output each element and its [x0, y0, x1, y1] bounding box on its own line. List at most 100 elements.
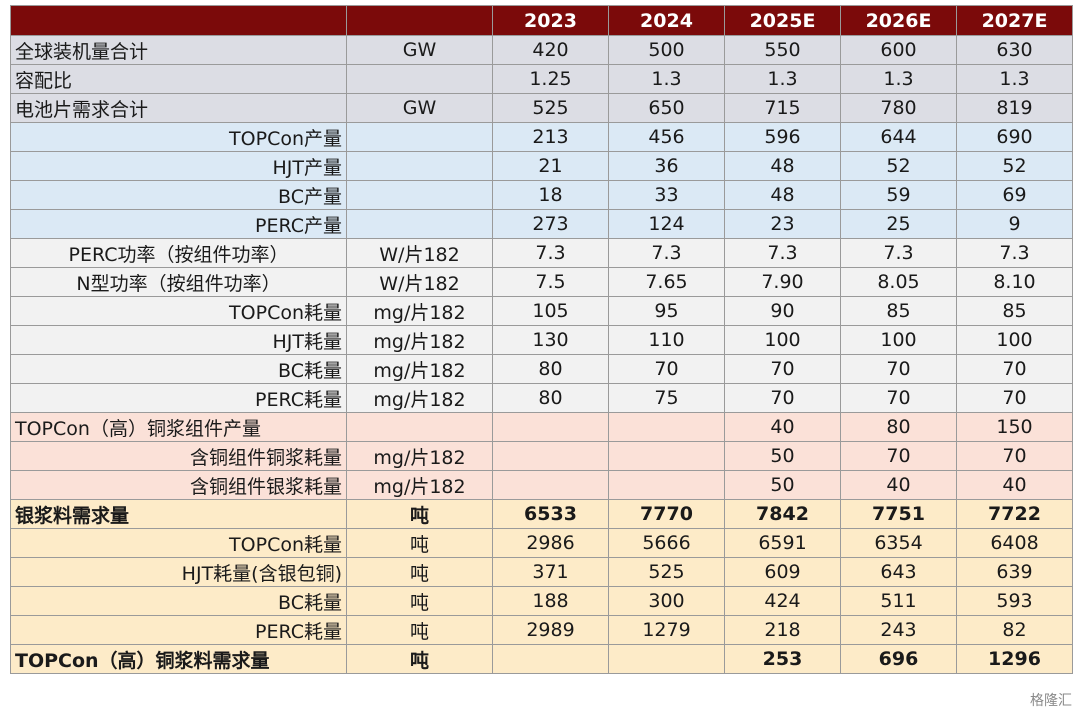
- header-year-cell: 2026E: [840, 5, 957, 36]
- value-cell: 609: [724, 557, 841, 587]
- value-cell: 593: [956, 586, 1073, 616]
- table-row: 银浆料需求量吨 6533 7770 7842 7751 7722: [10, 499, 1073, 529]
- value-cell: [492, 470, 609, 500]
- value-cell: 7.3: [956, 238, 1073, 268]
- value-cell: 696: [840, 644, 957, 674]
- value-cell: 100: [724, 325, 841, 355]
- value-cell: 70: [724, 354, 841, 384]
- value-cell: 8.05: [840, 267, 957, 297]
- row-unit: [346, 209, 493, 239]
- value-cell: 550: [724, 35, 841, 65]
- row-label: PERC产量: [10, 209, 347, 239]
- row-label: BC产量: [10, 180, 347, 210]
- value-cell: 110: [608, 325, 725, 355]
- table-row: TOPCon（高）铜浆料需求量吨 253 696 1296: [10, 644, 1073, 674]
- value-cell: 371: [492, 557, 609, 587]
- value-cell: 52: [840, 151, 957, 181]
- value-cell: 218: [724, 615, 841, 645]
- value-cell: 80: [492, 383, 609, 413]
- value-cell: [608, 441, 725, 471]
- value-cell: 7.5: [492, 267, 609, 297]
- value-cell: 23: [724, 209, 841, 239]
- value-cell: 70: [724, 383, 841, 413]
- value-cell: 600: [840, 35, 957, 65]
- table-row: PERC功率（按组件功率） W/片182 7.3 7.3 7.3 7.3 7.3: [10, 238, 1073, 268]
- table-row: TOPCon耗量 mg/片182 105 95 90 85 85: [10, 296, 1073, 326]
- row-label: BC耗量: [10, 354, 347, 384]
- table-row: HJT产量 21 36 48 52 52: [10, 151, 1073, 181]
- value-cell: 715: [724, 93, 841, 123]
- value-cell: 780: [840, 93, 957, 123]
- table-row: TOPCon产量 213 456 596 644 690: [10, 122, 1073, 152]
- value-cell: 70: [840, 383, 957, 413]
- value-cell: 1.3: [608, 64, 725, 94]
- value-cell: 273: [492, 209, 609, 239]
- row-unit: W/片182: [346, 238, 493, 268]
- value-cell: 5666: [608, 528, 725, 558]
- row-label: TOPCon耗量: [10, 296, 347, 326]
- row-unit: W/片182: [346, 267, 493, 297]
- value-cell: 2989: [492, 615, 609, 645]
- value-cell: 18: [492, 180, 609, 210]
- value-cell: 25: [840, 209, 957, 239]
- table-row: N型功率（按组件功率） W/片182 7.5 7.65 7.90 8.05 8.10: [10, 267, 1073, 297]
- value-cell: 70: [840, 441, 957, 471]
- header-row: 2023 2024 2025E 2026E 2027E: [10, 5, 1073, 36]
- value-cell: 644: [840, 122, 957, 152]
- value-cell: 40: [956, 470, 1073, 500]
- row-label: 含铜组件银浆耗量: [10, 470, 347, 500]
- value-cell: 70: [840, 354, 957, 384]
- data-table: 2023 2024 2025E 2026E 2027E 全球装机量合计 GW 420 500 55…: [10, 5, 1073, 674]
- value-cell: 650: [608, 93, 725, 123]
- value-cell: 424: [724, 586, 841, 616]
- watermark: 格隆汇: [1030, 693, 1072, 709]
- row-unit: 吨: [346, 499, 493, 529]
- value-cell: 500: [608, 35, 725, 65]
- row-unit: mg/片182: [346, 354, 493, 384]
- value-cell: 2986: [492, 528, 609, 558]
- row-unit: [346, 180, 493, 210]
- value-cell: 85: [956, 296, 1073, 326]
- value-cell: [608, 412, 725, 442]
- value-cell: 213: [492, 122, 609, 152]
- row-label: TOPCon产量: [10, 122, 347, 152]
- row-unit: 吨: [346, 557, 493, 587]
- value-cell: [492, 441, 609, 471]
- header-blank-cell: [346, 5, 493, 36]
- value-cell: 456: [608, 122, 725, 152]
- table-row: 含铜组件铜浆耗量 mg/片182 50 70 70: [10, 441, 1073, 471]
- row-unit: GW: [346, 35, 493, 65]
- row-label: 银浆料需求量: [10, 499, 347, 529]
- value-cell: 21: [492, 151, 609, 181]
- value-cell: 596: [724, 122, 841, 152]
- row-unit: 吨: [346, 644, 493, 674]
- header-year-cell: 2027E: [956, 5, 1073, 36]
- value-cell: [492, 412, 609, 442]
- value-cell: 7.3: [608, 238, 725, 268]
- header-year-cell: 2024: [608, 5, 725, 36]
- row-label: 容配比: [10, 64, 347, 94]
- value-cell: 639: [956, 557, 1073, 587]
- value-cell: 50: [724, 441, 841, 471]
- row-label: PERC耗量: [10, 615, 347, 645]
- value-cell: 52: [956, 151, 1073, 181]
- row-unit: mg/片182: [346, 441, 493, 471]
- value-cell: 70: [608, 354, 725, 384]
- value-cell: 7751: [840, 499, 957, 529]
- value-cell: 80: [840, 412, 957, 442]
- row-unit: mg/片182: [346, 383, 493, 413]
- table-row: 电池片需求合计 GW 525 650 715 780 819: [10, 93, 1073, 123]
- value-cell: 95: [608, 296, 725, 326]
- value-cell: 40: [724, 412, 841, 442]
- value-cell: 6408: [956, 528, 1073, 558]
- row-label: BC耗量: [10, 586, 347, 616]
- value-cell: 90: [724, 296, 841, 326]
- row-label: N型功率（按组件功率）: [10, 267, 347, 297]
- value-cell: 59: [840, 180, 957, 210]
- row-unit: [346, 122, 493, 152]
- value-cell: 819: [956, 93, 1073, 123]
- table-row: PERC耗量吨 2989 1279 218 243 82: [10, 615, 1073, 645]
- value-cell: 1.3: [724, 64, 841, 94]
- value-cell: 1.25: [492, 64, 609, 94]
- value-cell: 124: [608, 209, 725, 239]
